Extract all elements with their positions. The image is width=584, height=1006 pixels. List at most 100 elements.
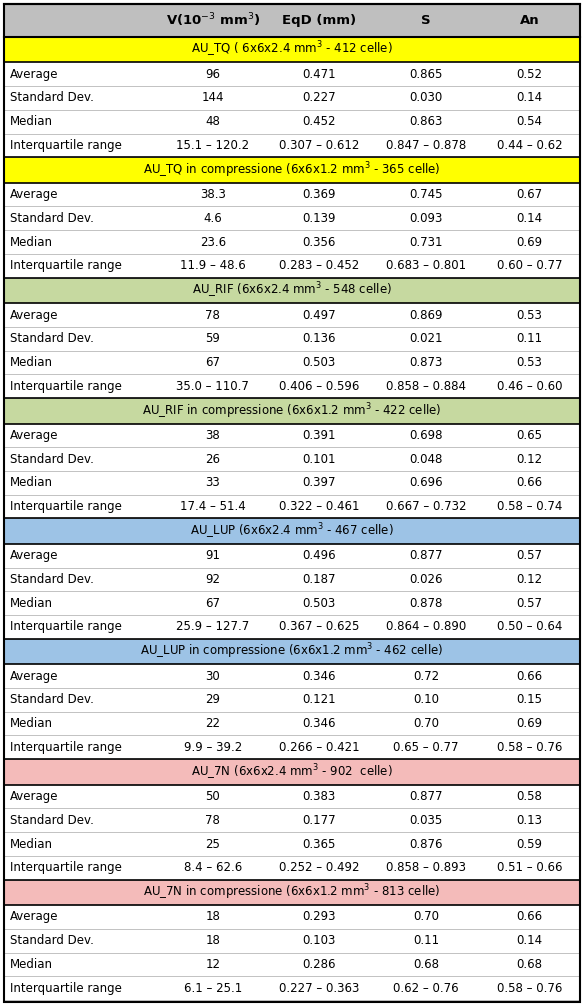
- Text: 0.227 – 0.363: 0.227 – 0.363: [279, 982, 360, 995]
- Bar: [4, 929, 580, 953]
- Text: 0.863: 0.863: [409, 115, 443, 128]
- Text: 0.406 – 0.596: 0.406 – 0.596: [279, 379, 360, 392]
- Text: Standard Dev.: Standard Dev.: [10, 935, 94, 948]
- Text: 91: 91: [206, 549, 220, 562]
- Text: Median: Median: [10, 235, 53, 248]
- Text: 0.66: 0.66: [516, 910, 543, 924]
- Text: Standard Dev.: Standard Dev.: [10, 332, 94, 345]
- Text: 144: 144: [201, 92, 224, 105]
- Text: 0.51 – 0.66: 0.51 – 0.66: [497, 861, 562, 874]
- Text: 0.307 – 0.612: 0.307 – 0.612: [279, 139, 360, 152]
- Text: 0.103: 0.103: [303, 935, 336, 948]
- Text: 0.11: 0.11: [413, 935, 439, 948]
- Text: Median: Median: [10, 958, 53, 971]
- Text: Standard Dev.: Standard Dev.: [10, 453, 94, 466]
- Bar: [4, 157, 580, 183]
- Bar: [4, 735, 580, 760]
- Text: 0.283 – 0.452: 0.283 – 0.452: [279, 260, 360, 273]
- Text: 0.356: 0.356: [303, 235, 336, 248]
- Text: 0.15: 0.15: [517, 693, 543, 706]
- Text: 0.683 – 0.801: 0.683 – 0.801: [386, 260, 466, 273]
- Bar: [4, 712, 580, 735]
- Text: 0.57: 0.57: [517, 597, 543, 610]
- Text: 4.6: 4.6: [203, 212, 222, 224]
- Text: 0.731: 0.731: [409, 235, 443, 248]
- Text: 11.9 – 48.6: 11.9 – 48.6: [180, 260, 246, 273]
- Text: 0.696: 0.696: [409, 477, 443, 489]
- Text: 0.12: 0.12: [516, 453, 543, 466]
- Text: 0.52: 0.52: [517, 67, 543, 80]
- Text: Average: Average: [10, 549, 58, 562]
- Text: 8.4 – 62.6: 8.4 – 62.6: [184, 861, 242, 874]
- Text: Standard Dev.: Standard Dev.: [10, 814, 94, 827]
- Text: 0.030: 0.030: [409, 92, 443, 105]
- Text: 0.66: 0.66: [516, 477, 543, 489]
- Bar: [4, 327, 580, 351]
- Text: Median: Median: [10, 477, 53, 489]
- Text: 0.865: 0.865: [409, 67, 443, 80]
- Bar: [4, 206, 580, 230]
- Text: 0.70: 0.70: [413, 910, 439, 924]
- Text: 0.14: 0.14: [516, 92, 543, 105]
- Text: 0.121: 0.121: [303, 693, 336, 706]
- Text: 38: 38: [206, 429, 220, 442]
- Text: Median: Median: [10, 356, 53, 369]
- Text: 0.391: 0.391: [303, 429, 336, 442]
- Bar: [4, 639, 580, 664]
- Text: 0.187: 0.187: [303, 573, 336, 586]
- Text: 0.877: 0.877: [409, 549, 443, 562]
- Text: Average: Average: [10, 67, 58, 80]
- Text: 22: 22: [206, 717, 220, 730]
- Text: 0.58 – 0.76: 0.58 – 0.76: [497, 740, 562, 753]
- Text: Interquartile range: Interquartile range: [10, 260, 122, 273]
- Text: Average: Average: [10, 910, 58, 924]
- Text: 78: 78: [206, 814, 220, 827]
- Text: 0.266 – 0.421: 0.266 – 0.421: [279, 740, 360, 753]
- Text: Standard Dev.: Standard Dev.: [10, 693, 94, 706]
- Text: 0.471: 0.471: [303, 67, 336, 80]
- Text: 26: 26: [206, 453, 220, 466]
- Text: 0.54: 0.54: [517, 115, 543, 128]
- Bar: [4, 856, 580, 879]
- Bar: [4, 398, 580, 424]
- Text: 0.65 – 0.77: 0.65 – 0.77: [393, 740, 458, 753]
- Bar: [4, 832, 580, 856]
- Text: 29: 29: [206, 693, 220, 706]
- Text: 0.227: 0.227: [303, 92, 336, 105]
- Text: Interquartile range: Interquartile range: [10, 982, 122, 995]
- Text: 0.65: 0.65: [517, 429, 543, 442]
- Text: 0.869: 0.869: [409, 309, 443, 322]
- Text: 0.864 – 0.890: 0.864 – 0.890: [386, 621, 466, 634]
- Text: Standard Dev.: Standard Dev.: [10, 92, 94, 105]
- Text: 92: 92: [206, 573, 220, 586]
- Bar: [4, 374, 580, 398]
- Bar: [4, 688, 580, 712]
- Text: 59: 59: [206, 332, 220, 345]
- Text: 0.69: 0.69: [516, 235, 543, 248]
- Bar: [4, 37, 580, 62]
- Text: 0.048: 0.048: [409, 453, 443, 466]
- Text: 0.452: 0.452: [303, 115, 336, 128]
- Bar: [4, 785, 580, 809]
- Bar: [4, 664, 580, 688]
- Text: 0.858 – 0.893: 0.858 – 0.893: [386, 861, 466, 874]
- Text: AU_RIF (6x6x2.4 mm$^3$ - 548 celle): AU_RIF (6x6x2.4 mm$^3$ - 548 celle): [192, 281, 392, 300]
- Text: Interquartile range: Interquartile range: [10, 379, 122, 392]
- Text: 0.14: 0.14: [516, 935, 543, 948]
- Bar: [4, 183, 580, 206]
- Text: S: S: [421, 14, 431, 27]
- Text: Average: Average: [10, 790, 58, 803]
- Text: 0.11: 0.11: [516, 332, 543, 345]
- Bar: [4, 976, 580, 1000]
- Bar: [4, 495, 580, 518]
- Text: 0.847 – 0.878: 0.847 – 0.878: [386, 139, 466, 152]
- Text: EqD (mm): EqD (mm): [282, 14, 356, 27]
- Text: 67: 67: [206, 356, 220, 369]
- Text: AU_7N in compressione (6x6x1.2 mm$^3$ - 813 celle): AU_7N in compressione (6x6x1.2 mm$^3$ - …: [143, 882, 441, 902]
- Text: 96: 96: [206, 67, 220, 80]
- Bar: [4, 615, 580, 639]
- Bar: [4, 905, 580, 929]
- Bar: [4, 760, 580, 785]
- Text: 30: 30: [206, 670, 220, 683]
- Text: 0.346: 0.346: [303, 717, 336, 730]
